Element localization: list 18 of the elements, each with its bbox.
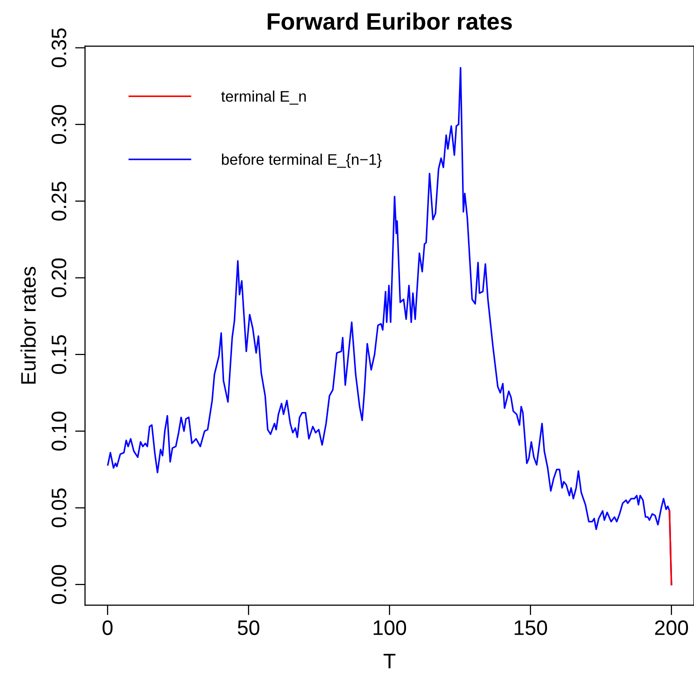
y-tick-label: 0.35 <box>52 28 66 68</box>
y-tick-label: 0.15 <box>52 335 66 374</box>
y-tick-label: 0.05 <box>52 488 66 528</box>
legend-label: before terminal E_{n−1} <box>222 154 382 168</box>
y-tick-label: 0.00 <box>52 565 66 604</box>
x-tick-label: 150 <box>514 620 548 636</box>
legend-label: terminal E_n <box>221 90 306 105</box>
x-axis-title: T <box>384 654 396 668</box>
x-tick-label: 100 <box>374 620 406 636</box>
x-tick-label: 200 <box>655 620 688 636</box>
y-tick-label: 0.20 <box>52 258 66 298</box>
y-axis-title: Euribor rates <box>20 266 36 384</box>
y-tick-label: 0.25 <box>52 182 66 221</box>
y-tick-label: 0.30 <box>52 104 66 144</box>
x-tick-label: 0 <box>102 620 113 636</box>
y-tick-label: 0.10 <box>52 412 66 451</box>
chart-title: Forward Euribor rates <box>268 12 512 30</box>
x-tick-label: 50 <box>238 620 260 636</box>
